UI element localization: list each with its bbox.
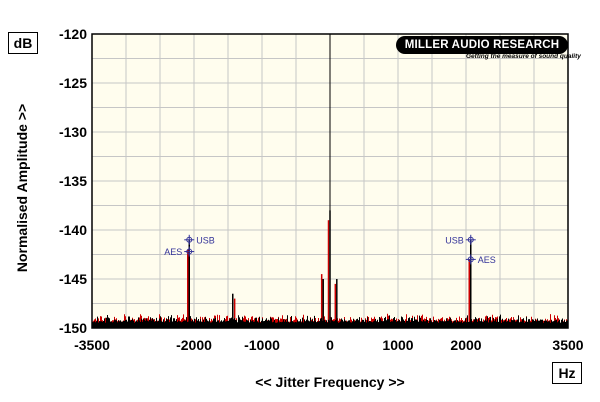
logo-badge bbox=[396, 36, 568, 54]
plot-frame bbox=[91, 33, 569, 329]
y-tick-label: -130 bbox=[59, 124, 87, 140]
y-tick-label: -150 bbox=[59, 320, 87, 336]
x-axis-title: << Jitter Frequency >> bbox=[255, 374, 405, 390]
x-tick-label: -2000 bbox=[176, 337, 212, 353]
x-unit-label: Hz bbox=[552, 362, 582, 384]
annotation-label: USB bbox=[445, 235, 464, 245]
annotation-label: AES bbox=[164, 247, 182, 257]
y-tick-label: -125 bbox=[59, 75, 87, 91]
brand-logo: MILLER AUDIO RESEARCH Getting the measur… bbox=[396, 36, 581, 64]
y-unit-label: dB bbox=[8, 32, 38, 54]
logo-name: MILLER AUDIO RESEARCH bbox=[404, 39, 560, 51]
y-tick-label: -135 bbox=[59, 173, 87, 189]
logo-tagline: Getting the measure of sound quality bbox=[466, 53, 581, 60]
x-tick-label: -1000 bbox=[244, 337, 280, 353]
x-tick-label: 0 bbox=[326, 337, 334, 353]
annotation-label: AES bbox=[478, 255, 496, 265]
x-tick-label: 1000 bbox=[382, 337, 413, 353]
x-tick-label: 3500 bbox=[552, 337, 583, 353]
annotation-label: USB bbox=[196, 235, 215, 245]
y-tick-label: -120 bbox=[59, 26, 87, 42]
y-tick-label: -140 bbox=[59, 222, 87, 238]
y-tick-label: -145 bbox=[59, 271, 87, 287]
x-tick-label: -3500 bbox=[74, 337, 110, 353]
x-tick-label: 2000 bbox=[450, 337, 481, 353]
